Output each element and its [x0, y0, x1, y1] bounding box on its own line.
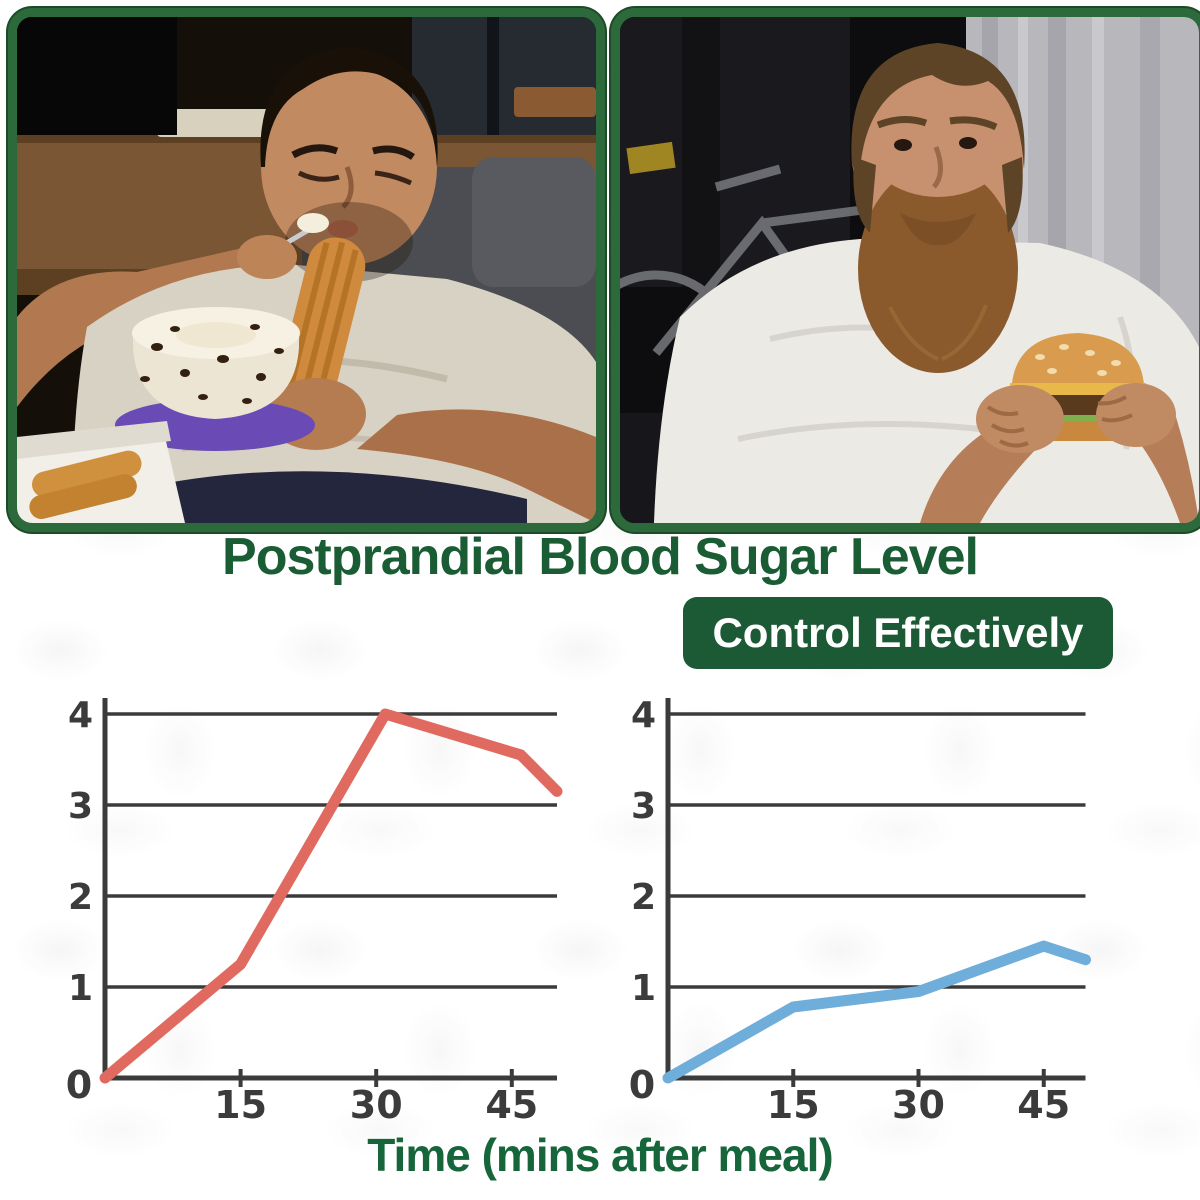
svg-text:4: 4 — [631, 695, 656, 736]
curly-hair — [260, 47, 438, 167]
svg-text:0: 0 — [629, 1063, 655, 1107]
mustache — [900, 213, 976, 246]
book — [514, 87, 596, 117]
mouth — [328, 220, 358, 238]
photo-right-controlled — [611, 8, 1200, 532]
eyebrow — [291, 144, 339, 159]
svg-text:4: 4 — [68, 695, 93, 736]
eye — [894, 139, 912, 151]
tshirt — [654, 239, 1199, 523]
hand — [237, 235, 297, 279]
closed-eye — [297, 170, 340, 182]
forearm — [357, 409, 596, 523]
lettuce — [1008, 415, 1148, 423]
pants — [137, 471, 527, 523]
time-axis-label: Time (mins after meal) — [367, 1129, 833, 1181]
page-title: Postprandial Blood Sugar Level — [222, 528, 979, 586]
photo-left-illustration — [17, 17, 596, 523]
hair — [851, 43, 1025, 169]
svg-text:2: 2 — [68, 877, 93, 918]
nose — [341, 166, 354, 209]
svg-text:3: 3 — [68, 786, 93, 827]
hand — [976, 385, 1064, 453]
eyebrow — [876, 116, 928, 129]
churro-box — [17, 421, 185, 523]
eyebrow — [372, 145, 415, 160]
cake — [115, 307, 315, 451]
chart-controlled-blood-sugar: 15 30 45 0 1 2 3 4 — [629, 695, 1091, 1127]
eyebrow — [949, 116, 998, 131]
svg-text:3: 3 — [631, 786, 656, 827]
svg-text:2: 2 — [631, 877, 656, 918]
control-effectively-badge: Control Effectively — [683, 597, 1113, 669]
svg-text:45: 45 — [485, 1083, 538, 1127]
bun-top — [1012, 333, 1144, 385]
svg-text:45: 45 — [1017, 1083, 1070, 1127]
svg-text:1: 1 — [68, 968, 93, 1009]
nose — [931, 146, 943, 189]
svg-text:0: 0 — [66, 1063, 92, 1107]
cream-bite — [297, 213, 329, 233]
closed-eye — [374, 170, 413, 186]
photo-right-illustration — [620, 17, 1199, 523]
svg-text:30: 30 — [350, 1083, 403, 1127]
cushion — [472, 157, 596, 287]
hand — [1096, 383, 1176, 447]
tv-screen — [17, 17, 177, 135]
svg-text:30: 30 — [892, 1083, 945, 1127]
eye — [959, 137, 977, 149]
chart-uncontrolled-blood-sugar: 15 30 45 0 1 2 3 4 — [66, 695, 563, 1127]
svg-text:1: 1 — [631, 968, 656, 1009]
man-right — [654, 43, 1199, 523]
yellow-object — [626, 141, 676, 175]
book — [157, 109, 287, 137]
svg-text:15: 15 — [214, 1083, 267, 1127]
svg-text:15: 15 — [767, 1083, 820, 1127]
photo-left-uncontrolled — [8, 8, 605, 532]
